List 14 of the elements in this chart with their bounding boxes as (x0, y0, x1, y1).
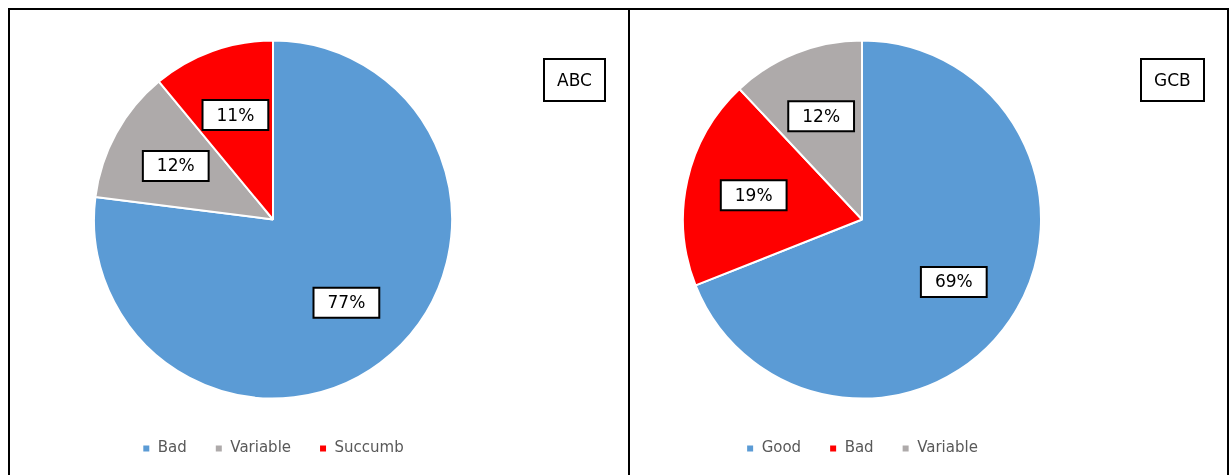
data-label: 19% (734, 184, 773, 205)
data-label: 12% (802, 105, 841, 126)
text: GCB (1140, 58, 1205, 102)
legend-label: Bad (844, 438, 874, 457)
data-label: 77% (327, 292, 366, 313)
legend-label: Variable (917, 438, 978, 457)
legend-label: Variable (230, 438, 292, 457)
data-label: 12% (156, 155, 195, 176)
legend-label: Good (761, 438, 802, 457)
data-label: 69% (934, 271, 973, 292)
text: ABC (543, 58, 606, 102)
legend-label: Bad (157, 438, 187, 457)
legend-label: Succumb (334, 438, 404, 457)
data-label: 11% (216, 104, 255, 125)
